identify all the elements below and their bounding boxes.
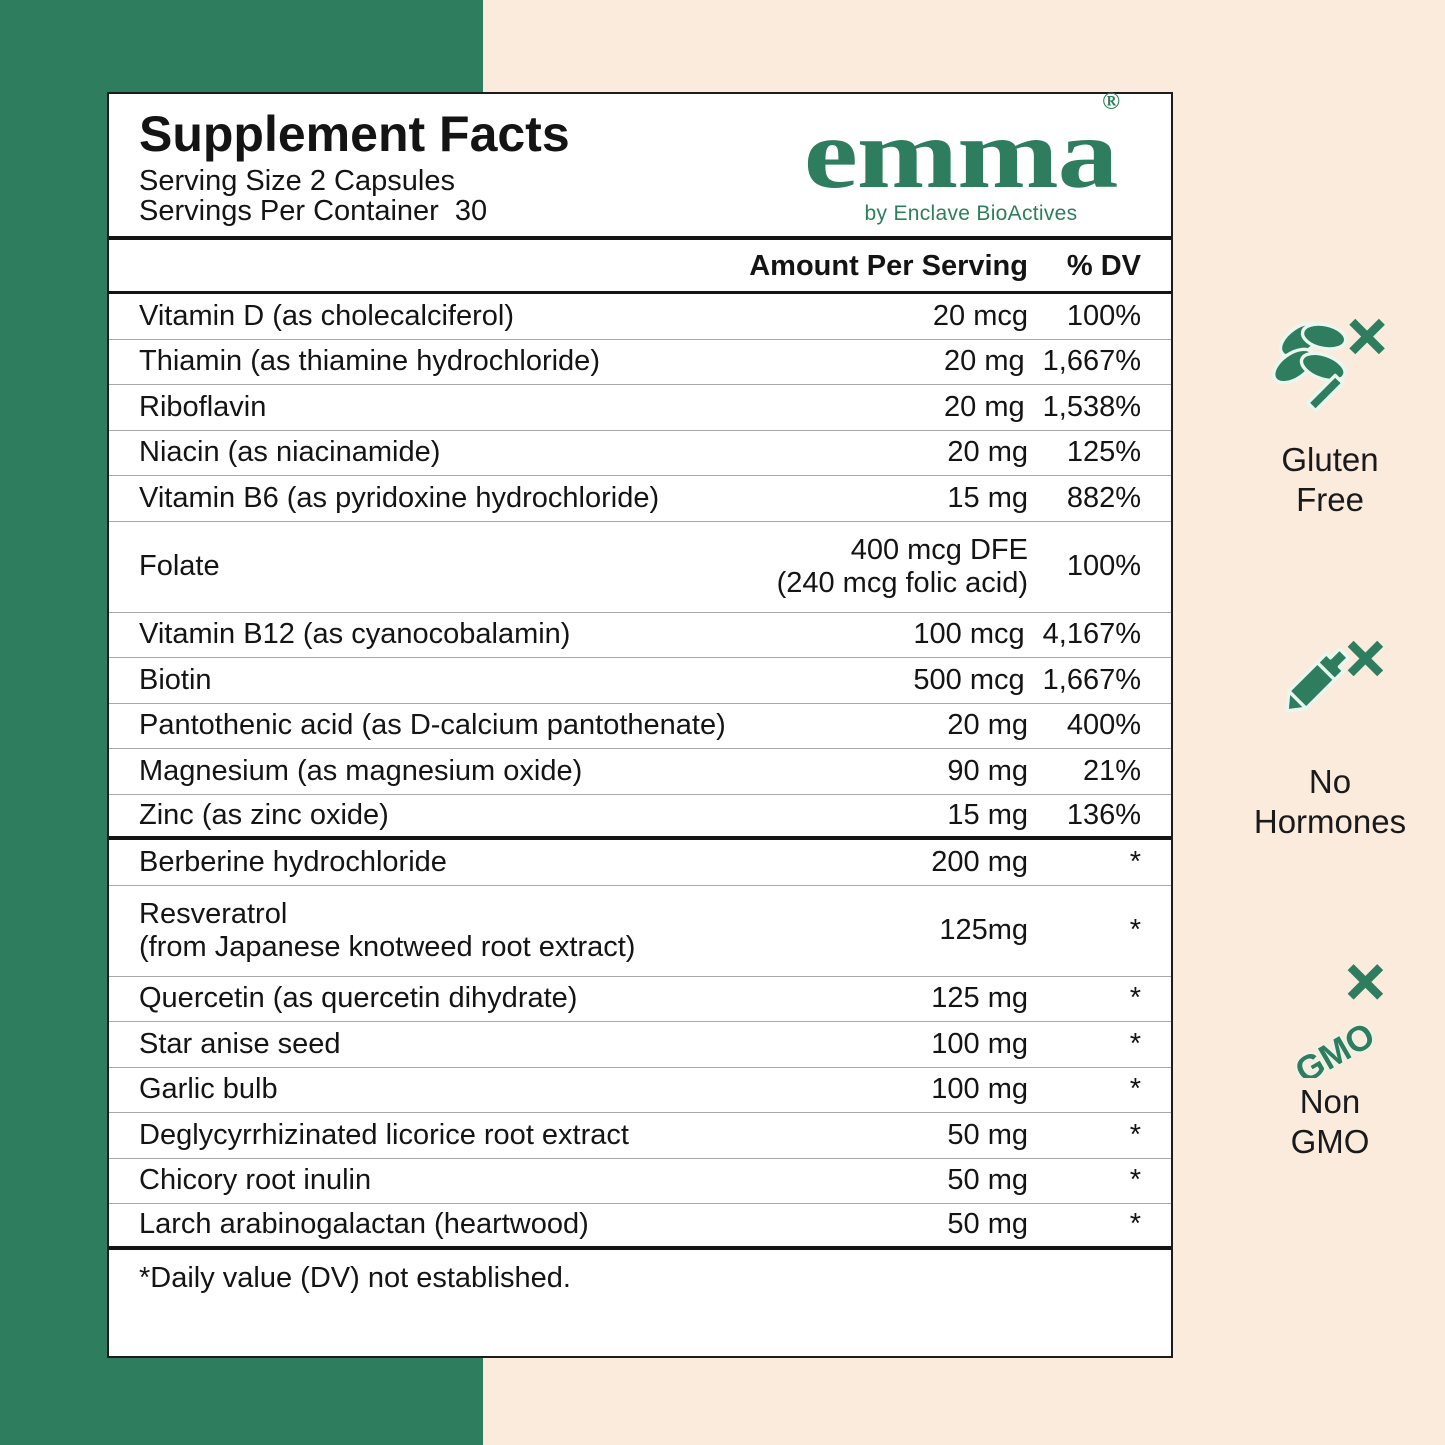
svg-text:GMO: GMO: [1289, 1015, 1382, 1078]
